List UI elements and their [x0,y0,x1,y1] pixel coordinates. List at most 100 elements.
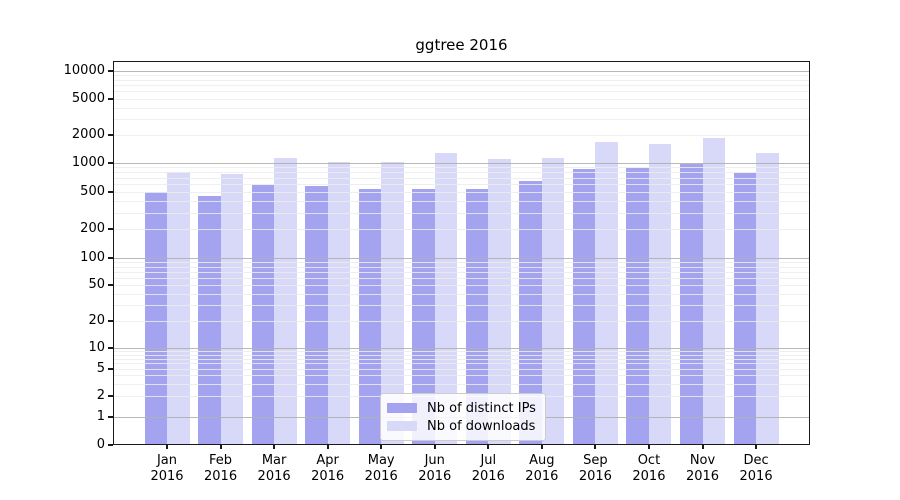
y-tick-label: 500 [80,183,105,199]
gridline-minor [114,172,809,174]
y-tick [108,97,113,100]
y-tick-label: 1 [96,409,105,424]
gridline-minor [114,320,809,322]
x-tick [219,445,222,449]
y-tick [108,257,113,259]
x-tick-label: Nov 2016 [685,453,720,484]
legend-swatch-distinct-ips [387,403,417,413]
gridline-minor [114,98,809,100]
gridline-minor [114,119,809,121]
plot-area: Nb of distinct IPs Nb of downloads [113,61,810,445]
legend-item: Nb of distinct IPs [387,401,539,416]
gridline-minor [114,191,809,193]
y-tick [108,347,113,349]
x-tick [273,445,276,449]
bar-distinct-ips [412,188,435,444]
legend-swatch-downloads [387,421,417,431]
bar-distinct-ips [680,164,703,444]
bar-downloads [434,153,458,444]
y-tick-label: 10 [88,340,105,355]
bar-distinct-ips [198,195,221,444]
y-tick [108,228,113,231]
y-tick-label: 20 [88,312,105,328]
bar-distinct-ips [519,180,542,444]
x-tick [594,445,597,449]
gridline-minor [114,363,809,365]
bar-downloads [702,137,725,444]
gridline-minor [114,75,809,77]
gridline-major [114,163,809,164]
gridline-minor [114,271,809,273]
legend: Nb of distinct IPs Nb of downloads [380,393,546,441]
bar-downloads [595,142,618,444]
gridline-minor [114,200,809,202]
bar-distinct-ips [465,189,489,444]
y-tick [108,134,113,137]
x-tick-label: Jan 2016 [150,453,184,484]
y-tick-label: 0 [96,437,105,452]
gridline-minor [114,293,809,295]
bar-downloads [381,161,404,444]
x-tick-label: Apr 2016 [311,453,345,484]
x-tick [755,445,758,449]
bar-distinct-ips [251,185,275,444]
gridline-minor [114,358,809,360]
gridline-minor [114,368,809,370]
x-tick-label: Aug 2016 [525,453,559,484]
gridline-minor [114,384,809,386]
gridline-major [114,71,809,72]
x-tick [647,445,650,449]
y-tick-label: 50 [88,277,105,293]
y-tick [108,190,113,193]
x-tick [701,445,704,449]
bar-downloads [327,161,351,444]
legend-item: Nb of downloads [387,419,539,434]
gridline-minor [114,354,809,356]
y-tick-label: 1000 [71,155,105,170]
y-tick-label: 200 [80,221,105,237]
y-tick-label: 5000 [71,90,105,106]
bar-distinct-ips [144,191,167,444]
gridline-minor [114,212,809,214]
x-tick [433,445,436,449]
grid-layer [114,62,809,444]
gridline-minor [114,375,809,377]
bar-distinct-ips [305,186,328,444]
x-tick-label: May 2016 [364,453,398,484]
gridline-minor [114,135,809,137]
y-tick-label: 2000 [71,127,105,143]
x-tick [380,445,383,449]
y-tick [108,70,113,72]
x-tick [540,445,543,449]
y-tick [108,284,113,287]
gridline-minor [114,285,809,287]
gridline-major [114,348,809,349]
gridline-minor [114,184,809,186]
x-tick-label: Feb 2016 [204,453,238,484]
x-tick [326,445,329,449]
gridline-major [114,258,809,259]
legend-label: Nb of distinct IPs [427,400,536,416]
gridline-minor [114,266,809,268]
y-tick [108,444,113,446]
gridline-minor [114,79,809,81]
bar-distinct-ips [572,168,596,444]
x-tick [166,445,168,449]
y-tick [108,162,113,164]
bar-distinct-ips [358,189,382,444]
gridline-minor [114,277,809,279]
x-tick-label: Jul 2016 [471,453,505,484]
x-tick-label: Mar 2016 [257,453,291,484]
legend-label: Nb of downloads [427,418,536,434]
gridline-minor [114,107,809,109]
gridline-minor [114,91,809,93]
gridline-minor [114,85,809,87]
y-tick [108,416,113,418]
gridline-minor [114,262,809,264]
y-tick [108,319,113,322]
y-tick [108,395,113,398]
bars-layer [114,62,809,444]
x-tick [487,445,490,449]
bar-downloads [756,152,779,444]
